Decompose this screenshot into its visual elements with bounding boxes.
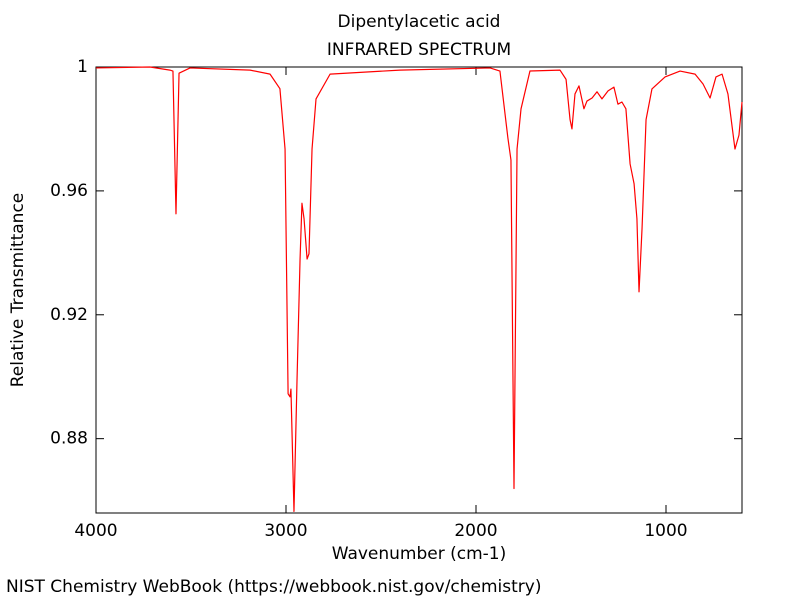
y-tick-label: 0.88 xyxy=(50,429,88,449)
y-tick-label: 0.96 xyxy=(50,181,88,201)
plot-frame xyxy=(95,66,743,514)
chart-subtitle: INFRARED SPECTRUM xyxy=(327,40,511,60)
source-note: NIST Chemistry WebBook (https://webbook.… xyxy=(6,577,541,597)
chart-title: Dipentylacetic acid xyxy=(338,12,501,32)
x-tick-label: 1000 xyxy=(644,521,687,541)
x-axis-label: Wavenumber (cm-1) xyxy=(332,544,507,564)
y-tick-label: 1 xyxy=(77,57,88,77)
y-axis-label: Relative Transmittance xyxy=(8,193,28,388)
x-tick-label: 4000 xyxy=(74,521,117,541)
x-tick-label: 2000 xyxy=(454,521,497,541)
x-tick-label: 3000 xyxy=(264,521,307,541)
spectrum-line xyxy=(95,66,743,513)
y-tick-label: 0.92 xyxy=(50,305,88,325)
